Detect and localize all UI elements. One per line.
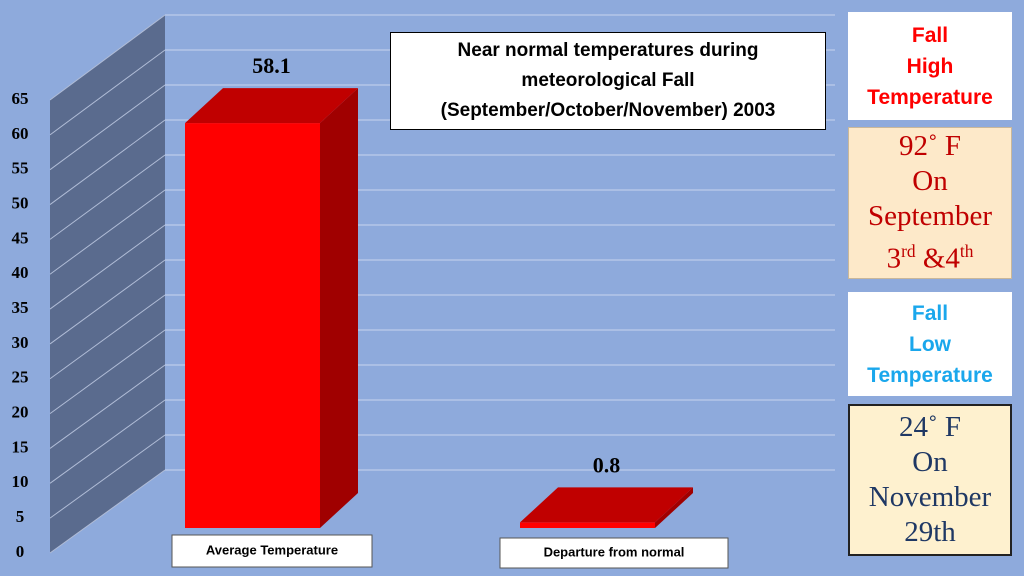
high-heading: Fall High Temperature [848, 12, 1012, 120]
category-box [171, 534, 373, 568]
wall-grid-line [49, 329, 166, 415]
chart-title: Near normal temperatures during meteorolo… [390, 32, 826, 130]
x-tick-label: Average Temperature [206, 542, 338, 557]
wall-grid-line [49, 434, 166, 519]
wall-grid-line [49, 189, 166, 275]
heading-line: Fall [911, 301, 949, 325]
detail-line: 24˚ F [899, 410, 961, 445]
title-line: (September/October/November) 2003 [440, 100, 776, 121]
detail-text: On [912, 446, 948, 478]
detail-line: On [912, 164, 947, 199]
y-tick-label: 0 [16, 542, 25, 561]
title-line: Near normal temperatures during [457, 40, 759, 61]
heading-line: Temperature [867, 363, 993, 387]
y-tick-label: 45 [12, 228, 29, 247]
detail-text: 92˚ F [898, 130, 962, 163]
y-tick-label: 50 [12, 193, 29, 212]
y-tick-label: 5 [16, 507, 25, 526]
wall-grid-line [49, 399, 166, 484]
detail-text: rd [901, 241, 916, 262]
bar-side [320, 88, 358, 528]
heading-line: Fall [911, 23, 949, 47]
bar-top [185, 88, 358, 124]
y-tick-label: 30 [12, 333, 29, 352]
detail-text: 29th [904, 516, 956, 548]
detail-line: On [912, 445, 947, 480]
y-tick-label: 15 [12, 437, 29, 456]
wall-grid-line [49, 119, 166, 205]
low-detail: 24˚ F On November 29th [848, 404, 1012, 556]
heading-line: Low [909, 332, 951, 356]
chart: 0 5 10 15 20 25 30 35 40 45 50 55 60 65 58.1 Average Te… [12, 14, 835, 569]
y-tick-label: 65 [12, 89, 29, 108]
detail-text: November [868, 481, 992, 513]
bar-top [520, 487, 693, 523]
y-tick-label: 20 [12, 403, 29, 422]
wall-grid-line [49, 224, 166, 310]
y-tick-label: 10 [12, 472, 29, 491]
wall-grid-line [49, 469, 166, 554]
wall-grid-line [49, 49, 166, 136]
high-detail: 92˚ F On September 3rd &4th [848, 127, 1012, 279]
detail-text: 3 [886, 242, 902, 275]
y-tick-label: 35 [12, 298, 29, 317]
title-line: meteorological Fall [521, 70, 695, 91]
detail-line: 92˚ F [899, 129, 961, 164]
detail-line: September [868, 199, 992, 234]
y-tick-label: 55 [12, 159, 29, 178]
detail-line: 29th [904, 515, 956, 550]
heading-line: High [906, 54, 954, 78]
wall-grid-line [49, 259, 166, 345]
y-tick-label: 25 [12, 368, 29, 387]
detail-text: On [912, 165, 948, 198]
x-tick-label: Departure from normal [544, 544, 685, 559]
y-tick-label: 40 [12, 263, 29, 282]
wall-grid-line [49, 84, 166, 171]
detail-text: 24˚ F [898, 411, 962, 443]
bar [185, 123, 320, 528]
category-box [499, 537, 729, 569]
wall-grid-line [49, 364, 166, 449]
side-wall [50, 15, 165, 553]
bar-side [655, 487, 693, 528]
low-heading: Fall Low Temperature [848, 292, 1012, 396]
wall-grid-line [49, 14, 166, 101]
detail-text: September [867, 200, 992, 233]
heading-line: Temperature [867, 85, 993, 109]
detail-line: 3rd &4th [887, 234, 974, 277]
y-tick-label: 60 [12, 124, 29, 143]
data-label: 0.8 [593, 452, 621, 477]
bar [520, 522, 655, 528]
data-label: 58.1 [252, 53, 291, 78]
detail-text: th [959, 241, 974, 262]
wall-grid-line [49, 294, 166, 380]
detail-text: &4 [915, 242, 960, 275]
wall-grid-line [49, 154, 166, 240]
detail-line: November [869, 480, 991, 515]
